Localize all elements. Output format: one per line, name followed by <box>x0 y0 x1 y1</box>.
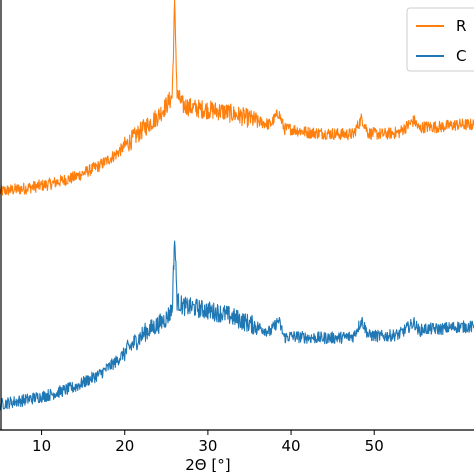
series-layer <box>0 0 474 411</box>
x-tick-label: 50 <box>365 437 384 455</box>
legend-label-R: R <box>456 17 466 35</box>
x-tick-label: 40 <box>282 437 301 455</box>
legend: RC <box>406 7 474 72</box>
series-line-C <box>0 240 474 411</box>
series-line-R <box>0 0 474 196</box>
x-axis-title: 2Θ [°] <box>185 456 230 474</box>
x-tick-label: 30 <box>198 437 217 455</box>
x-tick-label: 20 <box>115 437 134 455</box>
legend-label-C: C <box>456 47 466 65</box>
x-tick-label: 10 <box>32 437 51 455</box>
